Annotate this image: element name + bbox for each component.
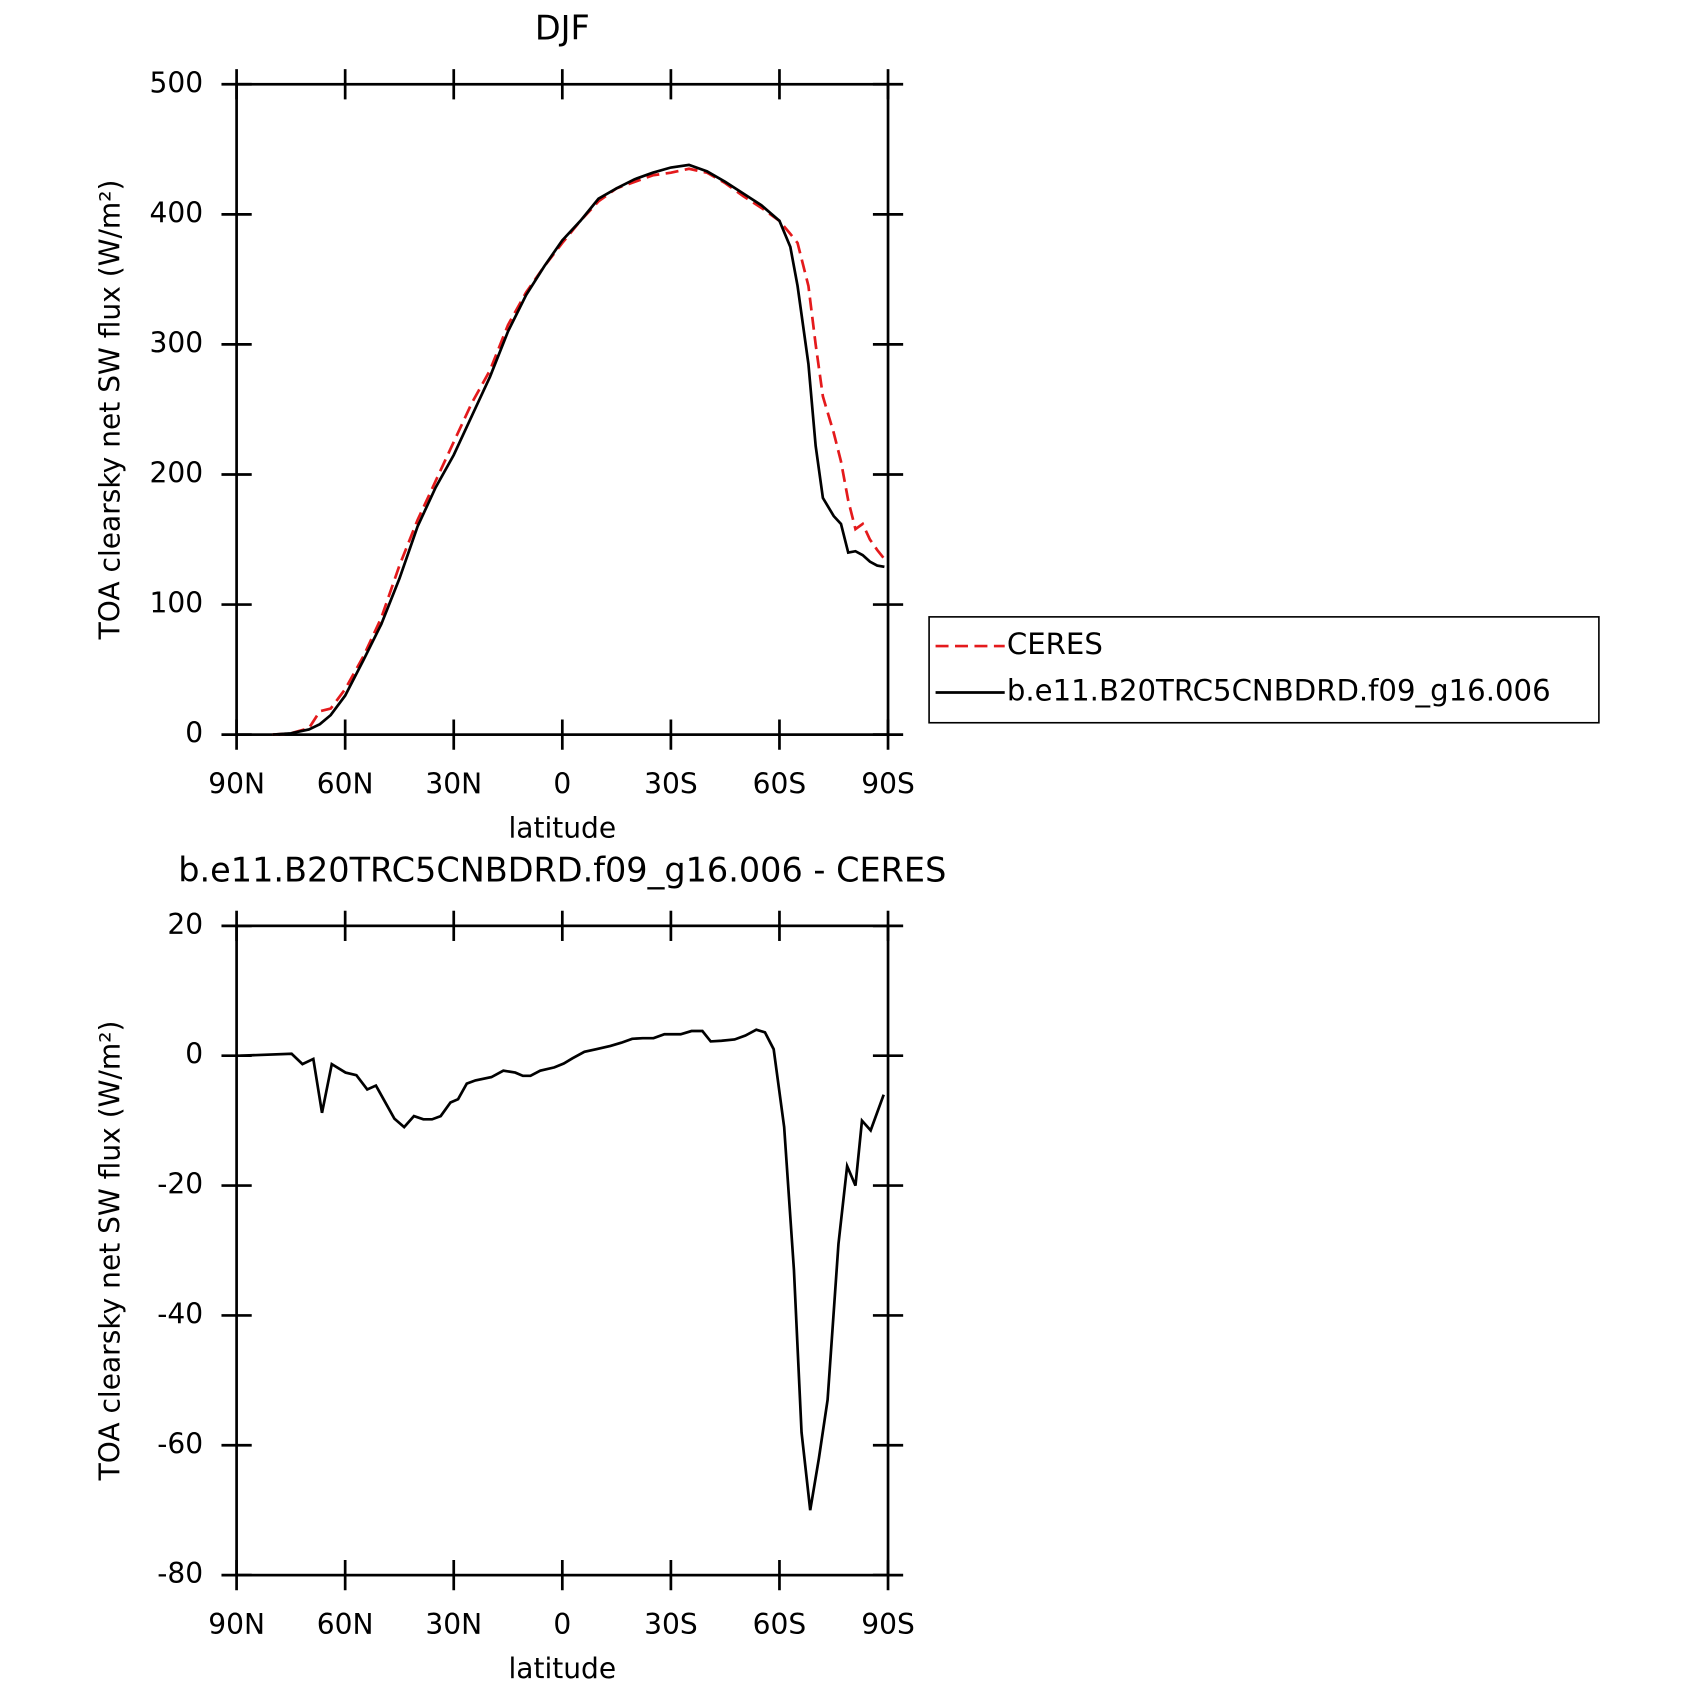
y-tick-label: 20 (167, 908, 203, 941)
x-tick-label: 90S (861, 1608, 915, 1641)
x-tick-label: 0 (553, 767, 571, 800)
x-tick-label: 60N (317, 1608, 374, 1641)
x-tick-label: 60S (753, 1608, 807, 1641)
plot-frame (235, 924, 890, 1577)
y-axis-label: TOA clearsky net SW flux (W/m²) (93, 1021, 126, 1482)
y-tick-label: -60 (157, 1427, 203, 1460)
series-line (272, 167, 886, 736)
chart-title: DJF (535, 9, 590, 48)
x-tick-label: 30N (425, 767, 482, 800)
x-axis-label: latitude (508, 812, 616, 845)
y-tick-label: 0 (185, 717, 203, 750)
x-tick-label: 60N (317, 767, 374, 800)
x-tick-label: 60S (753, 767, 807, 800)
y-tick-label: -20 (157, 1168, 203, 1201)
y-axis-label: TOA clearsky net SW flux (W/m²) (93, 180, 126, 641)
chart-title: b.e11.B20TRC5CNBDRD.f09_g16.006 - CERES (178, 850, 946, 889)
x-tick-label: 90N (208, 767, 265, 800)
y-tick-label: 100 (150, 587, 204, 620)
y-tick-label: 300 (150, 326, 204, 359)
x-tick-label: 90S (861, 767, 915, 800)
y-tick-label: 400 (150, 196, 204, 229)
x-tick-label: 90N (208, 1608, 265, 1641)
y-tick-label: -40 (157, 1297, 203, 1330)
y-tick-label: 500 (150, 66, 204, 99)
x-tick-label: 30S (644, 767, 698, 800)
y-tick-label: 200 (150, 456, 204, 489)
legend-label: CERES (1007, 627, 1103, 661)
x-tick-label: 30S (644, 1608, 698, 1641)
y-tick-label: 0 (185, 1038, 203, 1071)
series-line (240, 1028, 885, 1511)
x-tick-label: 30N (425, 1608, 482, 1641)
legend-label: b.e11.B20TRC5CNBDRD.f09_g16.006 (1007, 673, 1551, 707)
series-line (272, 163, 885, 736)
y-tick-label: -80 (157, 1557, 203, 1590)
x-tick-label: 0 (553, 1608, 571, 1641)
plot-frame (235, 82, 890, 736)
legend-box (928, 616, 1600, 724)
x-axis-label: latitude (508, 1652, 616, 1681)
